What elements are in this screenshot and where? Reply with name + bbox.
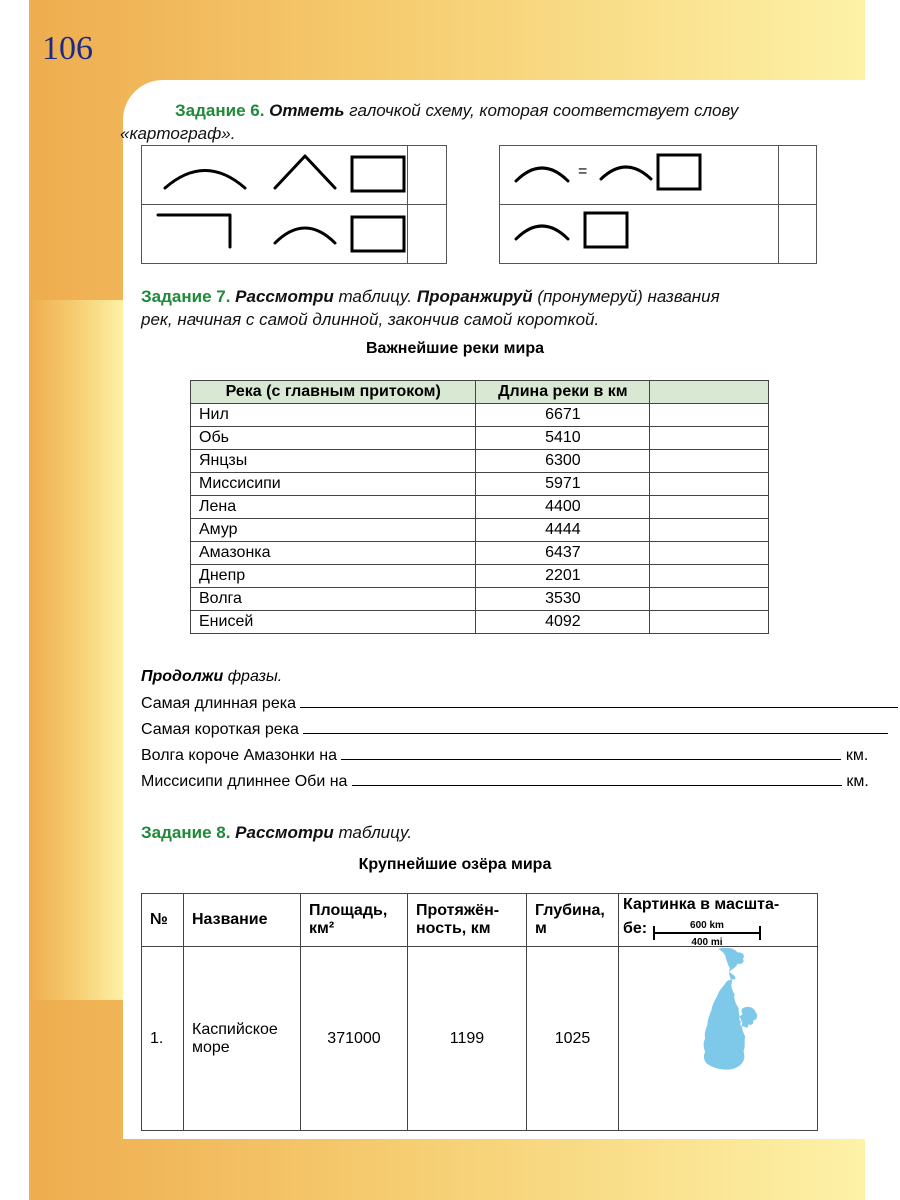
svg-text:600 km: 600 km [690, 920, 724, 931]
